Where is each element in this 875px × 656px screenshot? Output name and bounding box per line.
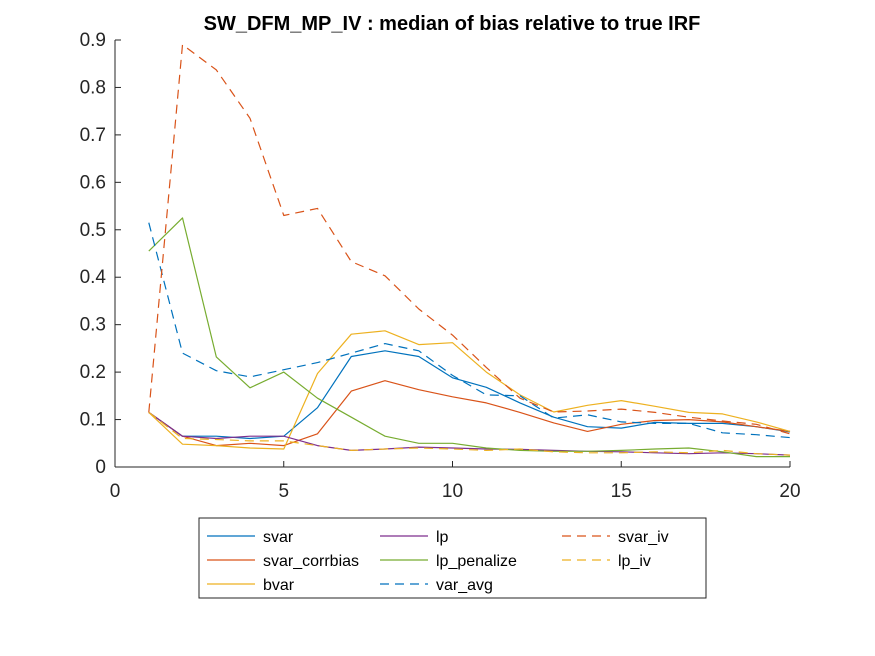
y-tick-label: 0.4 [80,267,107,288]
series-line-bvar [148,330,791,450]
series-line-lp [148,411,791,456]
plot-axes: 0 0.1 0.2 0.3 0.4 0.5 0.6 0.7 0.8 0.9 0 5 10 15 20 [80,30,801,502]
y-tick-label: 0.5 [80,220,106,241]
x-tick-label: 0 [110,481,121,502]
series-line-lp-penalize [148,217,790,458]
y-tick-label: 0.2 [80,362,106,383]
legend-label-var-avg: var_avg [436,577,493,594]
y-tick-label: 0.7 [80,125,106,146]
plot-series [148,44,791,458]
series-line-lp-iv [148,411,791,456]
series-line-svar-iv [148,44,791,435]
legend-label-lp-penalize: lp_penalize [436,553,517,570]
y-tick-label: 0.6 [80,172,106,193]
y-tick-label: 0.8 [80,77,106,98]
legend-box [198,517,707,599]
x-tick-label: 15 [611,481,632,502]
legend-label-lp-iv: lp_iv [618,553,651,570]
x-tick-label: 5 [278,481,289,502]
legend-label-svar-corrbias: svar_corrbias [263,553,359,570]
legend-label-lp: lp [436,529,449,546]
y-tick-label: 0 [95,457,106,478]
legend-label-svar: svar [263,529,294,546]
series-line-svar-corrbias [148,380,791,447]
y-tick-label: 0.1 [80,410,106,431]
legend-label-svar-iv: svar_iv [618,529,669,546]
legend-label-bvar: bvar [263,577,295,594]
series-line-var-avg [148,222,791,439]
x-tick-label: 10 [442,481,463,502]
x-tick-label: 20 [779,481,800,502]
chart-title: SW_DFM_MP_IV : median of bias relative t… [204,13,701,35]
y-tick-label: 0.9 [80,30,106,51]
y-tick-label: 0.3 [80,315,106,336]
